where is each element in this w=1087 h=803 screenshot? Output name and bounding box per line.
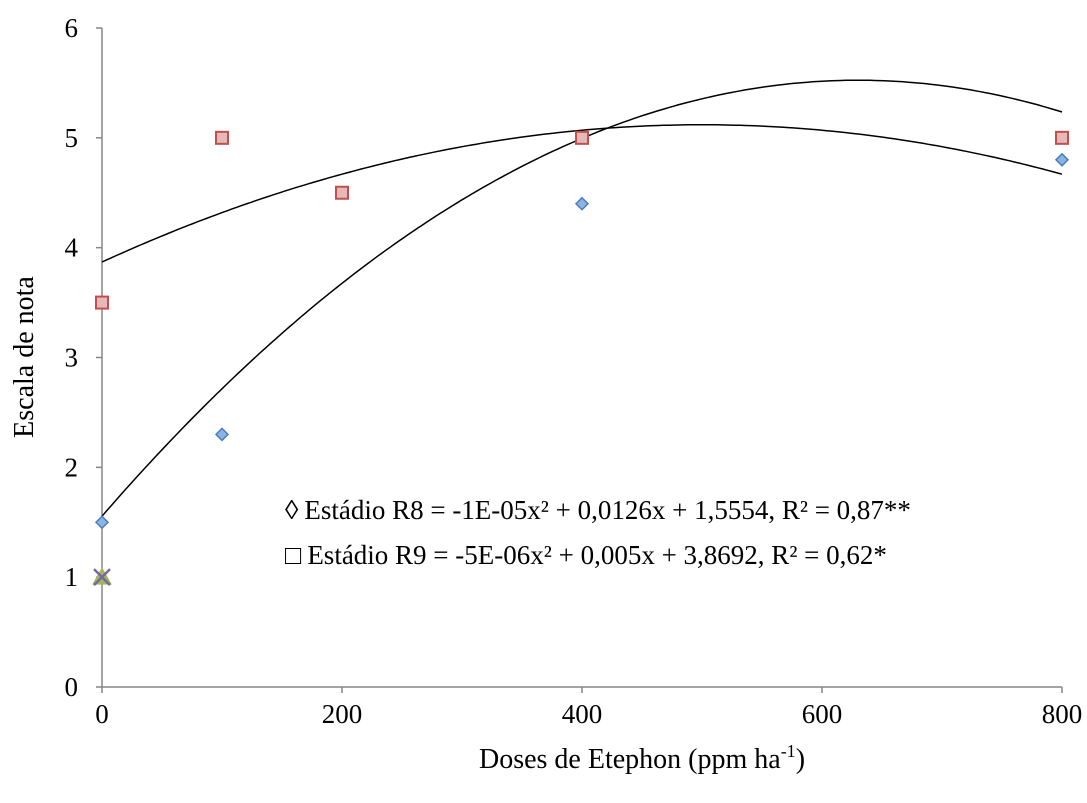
y-axis-title: Escala de nota — [9, 276, 40, 438]
trend-line-2 — [101, 123, 1063, 263]
y-tick-label: 4 — [65, 233, 79, 263]
x-axis-title: Doses de Etephon (ppm ha-1) — [479, 741, 805, 775]
trend-line-1 — [101, 79, 1063, 517]
data-point-s2 — [335, 185, 349, 200]
x-axis-title-superscript: -1 — [781, 741, 796, 761]
equation-r9-symbol: □ — [285, 540, 302, 570]
y-tick-label: 2 — [65, 452, 79, 482]
axes — [101, 28, 1062, 688]
data-point-s2 — [215, 130, 229, 145]
y-tick-label: 5 — [65, 123, 79, 153]
x-tick-label: 200 — [322, 699, 363, 729]
axis-ticks: 0 1 2 3 4 5 6 0 200 400 600 800 — [65, 13, 1083, 729]
data-point-s2 — [95, 295, 109, 310]
y-tick-label: 6 — [65, 13, 79, 43]
x-tick-label: 800 — [1042, 699, 1083, 729]
equation-r8: ◊ Estádio R8 = -1E-05x² + 0,0126x + 1,555… — [285, 495, 911, 525]
x-tick-label: 600 — [802, 699, 843, 729]
regression-equations: ◊ Estádio R8 = -1E-05x² + 0,0126x + 1,555… — [285, 495, 911, 570]
trend-lines — [101, 79, 1063, 517]
x-tick-label: 400 — [562, 699, 603, 729]
data-points — [92, 130, 1070, 587]
data-point-s2 — [1055, 130, 1069, 145]
data-point-s1 — [1054, 152, 1070, 167]
data-point-s2 — [575, 130, 589, 145]
data-point-s4 — [93, 568, 111, 587]
x-tick-label: 0 — [95, 699, 109, 729]
y-tick-label: 1 — [65, 562, 79, 592]
y-tick-label: 3 — [65, 343, 79, 373]
equation-r9: □ Estádio R9 = -5E-06x² + 0,005x + 3,8692… — [285, 540, 887, 570]
data-point-s1 — [214, 427, 230, 442]
equation-r8-symbol: ◊ — [285, 495, 299, 525]
data-point-s1 — [94, 515, 110, 530]
data-point-s1 — [574, 196, 590, 211]
y-tick-label: 0 — [65, 672, 79, 702]
